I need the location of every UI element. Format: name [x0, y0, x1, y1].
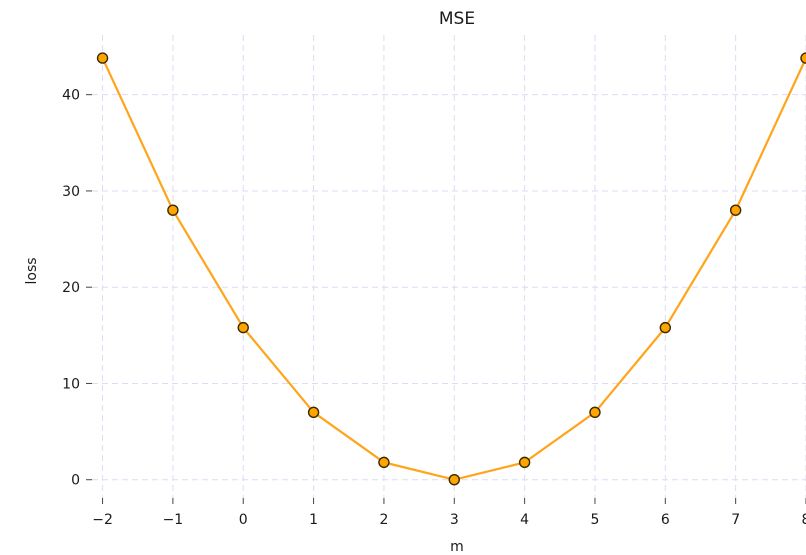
x-tick-label: 7	[731, 512, 740, 528]
data-point-marker	[800, 52, 806, 64]
data-point-marker	[96, 52, 109, 64]
data-point-marker	[167, 204, 179, 216]
y-tick-label: 30	[62, 184, 80, 200]
x-tick-label: 4	[520, 512, 529, 528]
data-point-marker	[589, 406, 601, 419]
y-tick-label: 0	[71, 473, 80, 489]
y-tick-label: 20	[62, 280, 80, 296]
x-tick-label: 8	[802, 512, 806, 528]
x-tick-label: 3	[450, 512, 459, 528]
x-tick-label: 2	[379, 512, 388, 528]
chart-title: MSE	[439, 9, 475, 29]
x-tick-label: 0	[239, 512, 248, 528]
axis-ticks: −2 −1 0 1 2 3 4 5 6 7 8 0 10 20 30 40	[62, 88, 806, 528]
data-point-marker	[307, 406, 320, 419]
data-point-marker	[378, 456, 390, 469]
x-tick-label: −1	[163, 512, 184, 528]
x-tick-label: 5	[591, 512, 600, 528]
x-tick-label: −2	[92, 512, 113, 528]
x-tick-label: 6	[661, 512, 670, 528]
data-point-marker	[518, 456, 531, 469]
y-tick-label: 10	[62, 376, 80, 392]
data-point-marker	[659, 321, 672, 334]
data-point-marker	[448, 474, 460, 486]
y-axis-label: loss	[24, 257, 40, 284]
data-point-marker	[237, 321, 249, 334]
x-axis-label: m	[450, 539, 464, 555]
series-markers	[96, 52, 806, 486]
x-tick-label: 1	[309, 512, 318, 528]
data-point-marker	[729, 204, 742, 216]
grid	[92, 35, 806, 498]
y-tick-label: 40	[62, 88, 80, 104]
